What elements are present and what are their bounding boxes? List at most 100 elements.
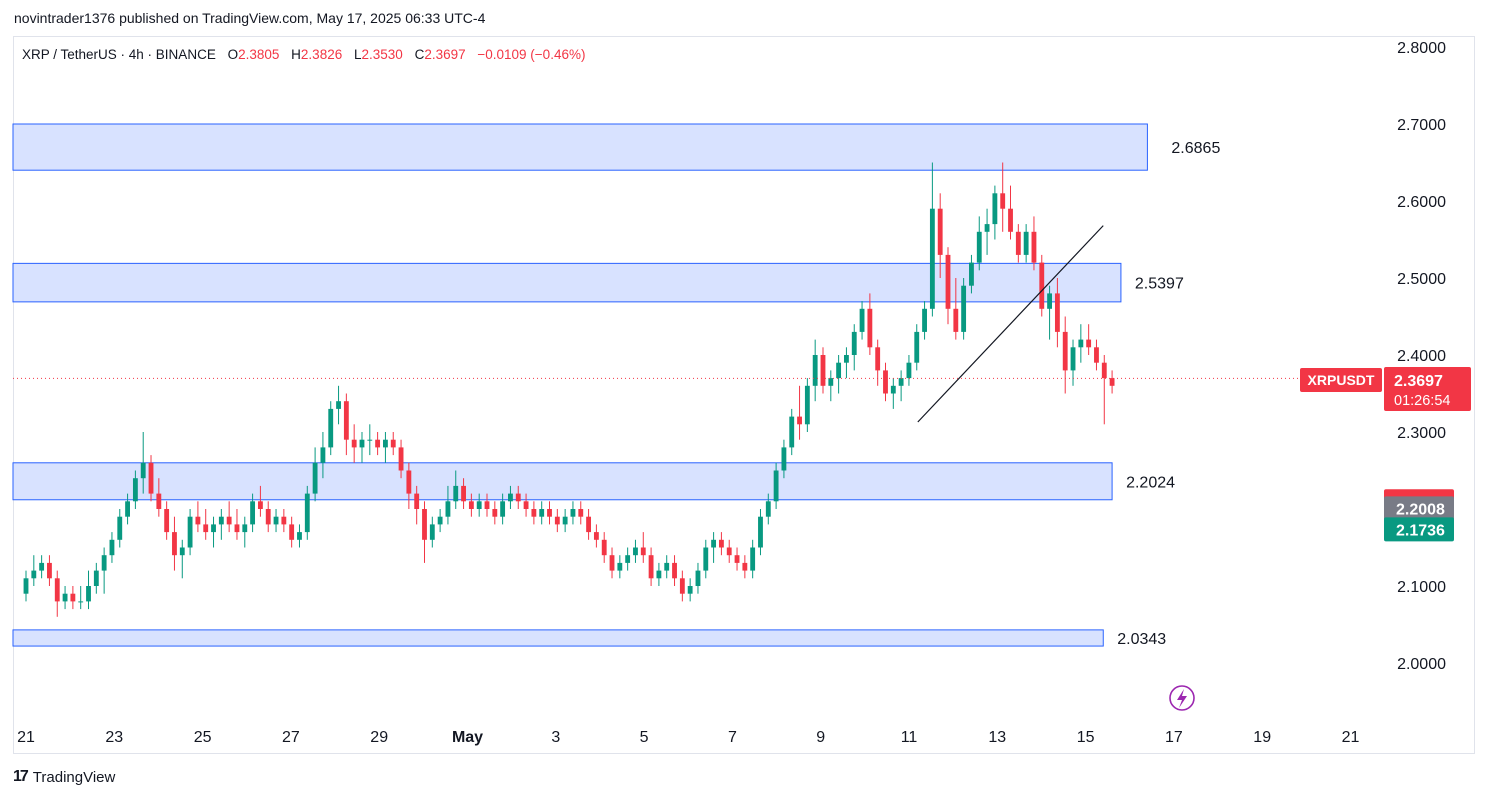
candle (304, 485, 310, 540)
candle (23, 570, 29, 602)
tradingview-logo[interactable]: 17 TradingView (13, 768, 115, 786)
x-tick-label: 17 (1165, 729, 1183, 746)
candle (70, 586, 76, 610)
legend-symbol: XRP / TetherUS · 4h · BINANCE (22, 47, 216, 62)
candle (562, 509, 568, 533)
candle (703, 539, 709, 579)
candle (625, 547, 631, 571)
candle (406, 462, 412, 509)
x-tick-label: 21 (17, 729, 35, 746)
candle (578, 501, 584, 525)
candle (383, 432, 388, 463)
candle (820, 347, 826, 394)
candle (203, 509, 209, 540)
candle (1031, 216, 1037, 271)
candle (351, 424, 357, 463)
x-tick-label: 3 (551, 729, 560, 746)
candle (804, 378, 810, 432)
x-tick-label: 13 (988, 729, 1006, 746)
x-tick-label: 23 (105, 729, 123, 746)
candle (672, 555, 677, 586)
candle (281, 509, 287, 533)
lightning-icon[interactable] (1169, 685, 1195, 711)
legend-low-label: L (354, 47, 362, 62)
candle (961, 278, 967, 340)
candle (1008, 185, 1013, 240)
candle (1047, 285, 1053, 340)
x-tick-label: 5 (640, 729, 649, 746)
candle (523, 493, 529, 517)
candle (461, 478, 466, 509)
candle (257, 485, 263, 517)
svg-text:2.2008: 2.2008 (1396, 501, 1445, 518)
candle (101, 547, 107, 594)
candle (1039, 254, 1045, 317)
candle (398, 439, 404, 479)
extra-tag-2: 2.1736 (1384, 517, 1454, 542)
x-tick-label: 27 (282, 729, 300, 746)
x-tick-label: 11 (901, 729, 918, 746)
candle (695, 562, 701, 594)
candle (844, 347, 849, 379)
candle (781, 439, 787, 479)
candle (1023, 224, 1029, 263)
candle (109, 532, 115, 563)
candle (179, 539, 185, 579)
candle (484, 493, 490, 517)
candle (1094, 339, 1099, 371)
candle (242, 516, 248, 548)
candle (828, 370, 834, 402)
candle (656, 562, 662, 586)
candle (265, 501, 271, 533)
extra-tag-1: 2.2008 (1384, 496, 1454, 521)
candle (750, 539, 756, 579)
candle (640, 532, 646, 563)
y-tick-label: 2.4000 (1397, 348, 1446, 365)
candle (883, 362, 888, 402)
candle (226, 501, 232, 533)
legend-close-value: 2.3697 (424, 47, 465, 62)
legend-low-value: 2.3530 (362, 47, 403, 62)
candle (359, 432, 365, 463)
candle (250, 493, 256, 533)
candle (609, 547, 615, 579)
candle (390, 432, 396, 456)
candle (898, 370, 904, 402)
candle (132, 470, 138, 509)
zone-labels-layer: 2.6865 2.5397 2.2024 2.0343 (1117, 140, 1220, 648)
price-tag-bg (1384, 367, 1471, 411)
candle (172, 516, 177, 571)
svg-text:2.1736: 2.1736 (1396, 522, 1445, 539)
candle (906, 355, 912, 386)
candle (1109, 370, 1115, 394)
legend-line: XRP / TetherUS · 4h · BINANCE O2.3805 H2… (22, 47, 585, 62)
candle (422, 501, 427, 563)
candle (890, 378, 896, 409)
candle (320, 432, 326, 479)
candle (148, 455, 154, 502)
candle (586, 509, 592, 540)
zone-label-2: 2.2024 (1126, 474, 1175, 491)
candle (992, 185, 998, 240)
candle (1062, 316, 1068, 394)
candle (851, 324, 857, 371)
candle (929, 162, 935, 317)
trendline (917, 225, 1104, 423)
zone-2 (12, 462, 1113, 501)
x-tick-label: 15 (1077, 729, 1095, 746)
candle (531, 501, 537, 525)
price-axis: 2.8000 2.7000 2.6000 2.5000 2.4000 2.3000 2.10… (1397, 40, 1446, 673)
candle (86, 570, 91, 610)
candle (1000, 162, 1006, 232)
candle (570, 501, 576, 525)
candle (742, 555, 748, 579)
candle (601, 532, 607, 563)
x-tick-label: 19 (1253, 729, 1271, 746)
candle (836, 355, 842, 394)
candle (984, 208, 990, 255)
candle (492, 501, 498, 525)
candle (273, 509, 279, 533)
tradingview-logo-icon: 17 (13, 768, 29, 785)
candle (289, 516, 295, 548)
